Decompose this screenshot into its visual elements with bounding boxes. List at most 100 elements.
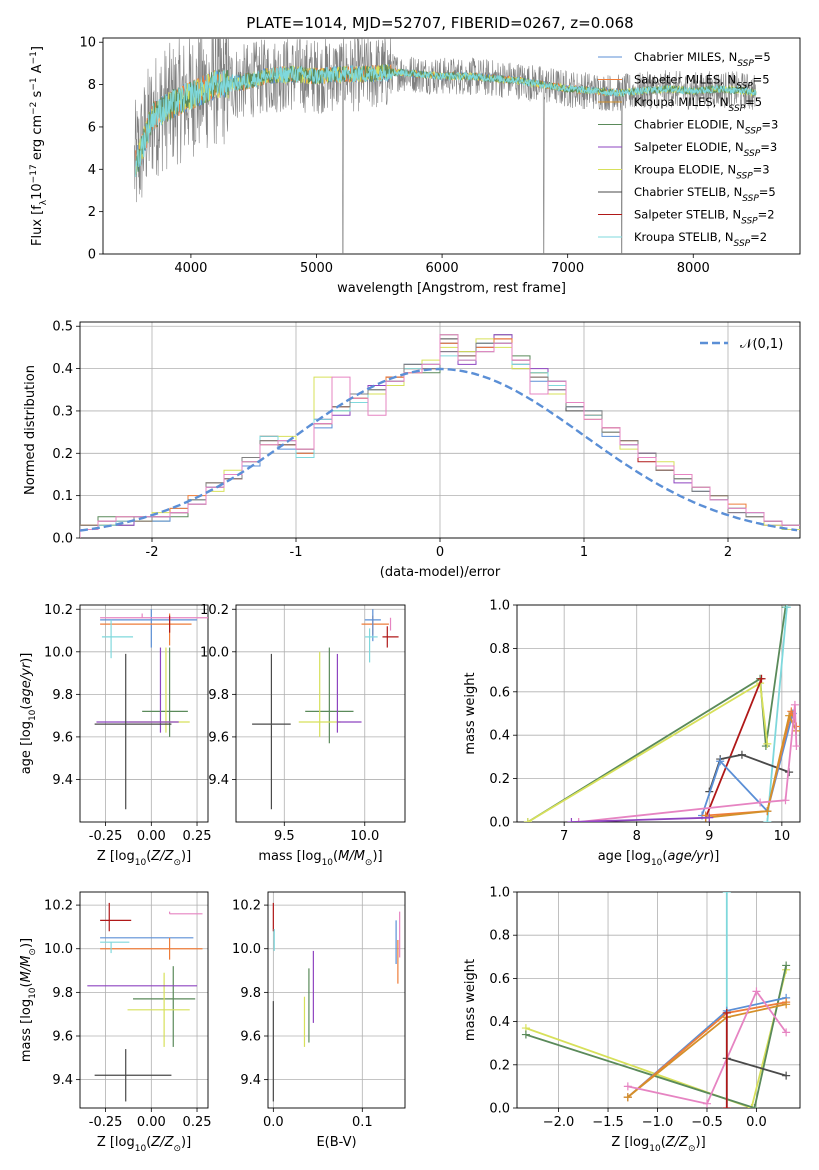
histogram-series	[80, 334, 800, 538]
spectrum-data-line	[134, 38, 757, 254]
mass_vs_Z-frame	[79, 891, 209, 1109]
mass_vs_Z-xlabel: Z [log10(Z/Z⊙)]	[97, 1135, 191, 1154]
age_vs_Z-ytick-label: 9.6	[52, 730, 73, 745]
massweight_vs_Z-ytick-label: 0.8	[489, 929, 510, 944]
massweight_vs_Z-ytick-label: 0.2	[489, 1058, 510, 1073]
mass_vs_Z-ytick-label: 9.4	[52, 1073, 73, 1088]
residuals-xtick-label: 2	[724, 545, 732, 560]
spectrum-series	[134, 38, 757, 254]
mass-weight-marker	[722, 1104, 731, 1108]
mass-weight-marker	[567, 818, 576, 822]
mass_vs_EBV-ytick-label: 9.8	[240, 986, 261, 1001]
mass_vs_Z-axes: -0.25 0.00 0.25 9.4 9.6 9.8 10.0 10.2	[44, 891, 212, 1130]
massweight_vs_age-ytick-label: 1.0	[489, 599, 510, 614]
residuals-ytick-label: 0.3	[52, 404, 73, 419]
mass-weight-marker	[782, 1071, 791, 1080]
spectrum-xtick-label: 6000	[426, 261, 459, 276]
spectrum-ytick-label: 4	[88, 163, 96, 178]
age_vs_Z-ytick-label: 9.4	[52, 773, 73, 788]
massweight_vs_Z-xtick-label: −0.5	[691, 1115, 723, 1130]
age_vs_mass-frame	[235, 604, 406, 823]
residuals-ytick-label: 0.1	[52, 489, 73, 504]
massweight_vs_Z-ytick-label: 1.0	[489, 886, 510, 901]
residuals-xtick-label: -1	[290, 545, 303, 560]
residuals-ytick-label: 0.0	[52, 532, 73, 547]
mass_vs_EBV-xtick-label: 0.1	[352, 1115, 373, 1130]
mass-weight-marker	[705, 813, 714, 822]
mass_vs_Z-points	[87, 902, 203, 1102]
spectrum-ytick-label: 2	[88, 205, 96, 220]
mass-weight-marker	[781, 796, 790, 805]
age_vs_Z-ylabel: age [log10(age/yr)]	[19, 653, 38, 775]
mass_vs_Z-ytick-label: 10.0	[44, 942, 73, 957]
age_vs_Z-points	[94, 609, 208, 810]
legend-label: Salpeter STELIB, NSSP=2	[634, 208, 775, 227]
age_vs_mass-axes: 9.5 10.0 9.4 9.6 9.8 10.0 10.2	[200, 603, 406, 844]
legend-label: 𝒩(0,1)	[740, 337, 783, 352]
mass-weight-line	[701, 713, 794, 816]
residuals-legend: 𝒩(0,1)	[700, 337, 783, 352]
mass-weight-marker	[750, 1104, 759, 1108]
massweight_vs_Z-xtick-label: −1.5	[592, 1115, 624, 1130]
massweight_vs_age-ylabel: mass weight	[463, 672, 478, 754]
mass-weight-marker	[782, 1028, 791, 1037]
massweight_vs_Z-xtick-label: −2.0	[543, 1115, 575, 1130]
age_vs_Z-axes: -0.25 0.00 0.25 9.4 9.6 9.8 10.0 10.2	[44, 603, 211, 844]
massweight_vs_age-ytick-label: 0.0	[489, 816, 510, 831]
mass-weight-marker	[792, 742, 800, 751]
mass-weight-marker	[521, 1030, 530, 1039]
massweight_vs_Z-ytick-label: 0.4	[489, 1015, 510, 1030]
age_vs_mass-ytick-label: 10.2	[200, 603, 229, 618]
massweight_vs_Z-xlabel: Z [log10(Z/Z⊙)]	[611, 1135, 705, 1154]
mass-weight-line	[704, 678, 763, 819]
spectrum-ylabel: Flux [fλ10−17 erg cm−2 s−1 A−1]	[29, 46, 49, 246]
mass-weight-marker	[574, 818, 583, 822]
mass-weight-marker	[763, 807, 772, 816]
mass-weight-marker	[702, 1099, 711, 1108]
mass-weight-marker	[737, 750, 746, 759]
age_vs_Z-frame	[79, 604, 209, 823]
residuals-ytick-label: 0.2	[52, 447, 73, 462]
residuals-xtick-label: 0	[436, 545, 444, 560]
massweight_vs_age-xlabel: age [log10(age/yr)]	[598, 849, 720, 868]
massweight_vs_age-ytick-label: 0.6	[489, 685, 510, 700]
massweight_vs_age-frame	[516, 604, 801, 823]
mass-weight-marker	[747, 1104, 756, 1108]
mass-weight-marker	[623, 1093, 632, 1102]
mass_vs_EBV-points	[272, 902, 401, 1102]
mass-weight-marker	[752, 987, 761, 996]
massweight_vs_Z-xtick-label: −1.0	[642, 1115, 674, 1130]
massweight_vs_age-series	[523, 605, 800, 822]
age_vs_mass-ytick-label: 10.0	[200, 645, 229, 660]
massweight_vs_Z-frame	[516, 891, 801, 1109]
spectrum-frame	[102, 37, 801, 255]
spectrum-axes: 4000 5000 6000 7000 8000 0 2 4 6 8 10	[79, 36, 801, 276]
massweight_vs_age-axes: 7 8 9 10 0.0 0.2 0.4 0.6 0.8 1.0	[489, 599, 801, 844]
massweight_vs_age-xtick-label: 10	[774, 829, 791, 844]
massweight_vs_Z-ytick-label: 0.6	[489, 972, 510, 987]
mass-weight-line	[766, 607, 788, 822]
mass-weight-marker	[756, 798, 765, 807]
spectrum-ytick-label: 0	[88, 248, 96, 263]
mass_vs_EBV-ytick-label: 10.0	[232, 942, 261, 957]
massweight_vs_age-ytick-label: 0.4	[489, 729, 510, 744]
massweight_vs_age-xtick-label: 7	[560, 829, 568, 844]
spectrum-ytick-label: 10	[79, 36, 96, 51]
mass-weight-marker	[716, 757, 725, 766]
mass-weight-line	[525, 969, 787, 1108]
mass-weight-marker	[761, 742, 770, 751]
massweight_vs_age-ytick-label: 0.8	[489, 642, 510, 657]
age_vs_Z-xtick-label: -0.25	[89, 829, 123, 844]
mass_vs_Z-ytick-label: 10.2	[44, 899, 73, 914]
residuals-series	[80, 334, 800, 538]
massweight_vs_age-ytick-label: 0.2	[489, 772, 510, 787]
legend-label: Kroupa MILES, NSSP=5	[634, 95, 762, 114]
mass-weight-marker	[782, 961, 791, 970]
age_vs_mass-xtick-label: 9.5	[274, 829, 295, 844]
age_vs_mass-xlabel: mass [log10(M/M⊙)]	[258, 849, 382, 868]
mass_vs_EBV-ytick-label: 9.6	[240, 1030, 261, 1045]
mass_vs_Z-ylabel: mass [log10(M/M⊙)]	[19, 938, 38, 1062]
spectrum-model-line	[135, 65, 757, 178]
